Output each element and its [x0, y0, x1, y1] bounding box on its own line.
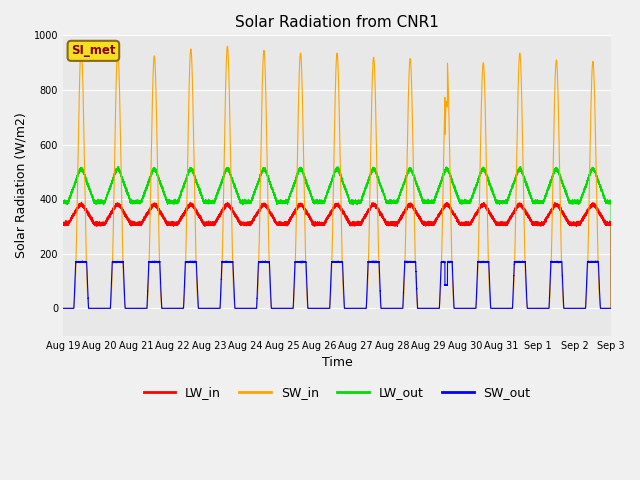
SW_out [369, 258, 377, 264]
LW_in [607, 305, 615, 311]
LW_out [607, 305, 615, 311]
LW_out [59, 200, 67, 205]
Text: SI_met: SI_met [71, 44, 116, 57]
LW_out [115, 164, 122, 169]
SW_in [508, 305, 515, 311]
SW_in [471, 305, 479, 311]
LW_in [77, 199, 85, 205]
LW_in [59, 221, 67, 227]
Line: LW_in: LW_in [63, 202, 611, 308]
LW_out [508, 187, 515, 192]
Y-axis label: Solar Radiation (W/m2): Solar Radiation (W/m2) [15, 113, 28, 258]
LW_out [409, 170, 417, 176]
Title: Solar Radiation from CNR1: Solar Radiation from CNR1 [235, 15, 439, 30]
SW_out [409, 260, 417, 265]
SW_out [471, 305, 479, 311]
SW_in [88, 305, 95, 311]
X-axis label: Time: Time [322, 356, 353, 369]
LW_in [409, 203, 417, 208]
LW_in [500, 221, 508, 227]
Legend: LW_in, SW_in, LW_out, SW_out: LW_in, SW_in, LW_out, SW_out [138, 382, 536, 405]
LW_out [486, 182, 493, 188]
LW_in [486, 211, 493, 216]
SW_in [607, 305, 615, 311]
LW_out [88, 192, 95, 197]
LW_in [508, 216, 515, 221]
SW_in [409, 142, 417, 148]
LW_in [471, 213, 479, 218]
SW_out [508, 305, 515, 311]
LW_out [500, 199, 508, 204]
Line: SW_out: SW_out [63, 261, 611, 308]
SW_in [500, 305, 508, 311]
SW_in [59, 305, 67, 311]
SW_out [607, 305, 615, 311]
SW_out [59, 305, 67, 311]
SW_in [223, 43, 231, 49]
SW_out [486, 288, 493, 294]
SW_out [88, 305, 95, 311]
SW_in [486, 297, 493, 302]
Line: SW_in: SW_in [63, 46, 611, 308]
Line: LW_out: LW_out [63, 167, 611, 308]
LW_out [471, 187, 479, 192]
LW_in [88, 217, 95, 223]
SW_out [500, 305, 508, 311]
